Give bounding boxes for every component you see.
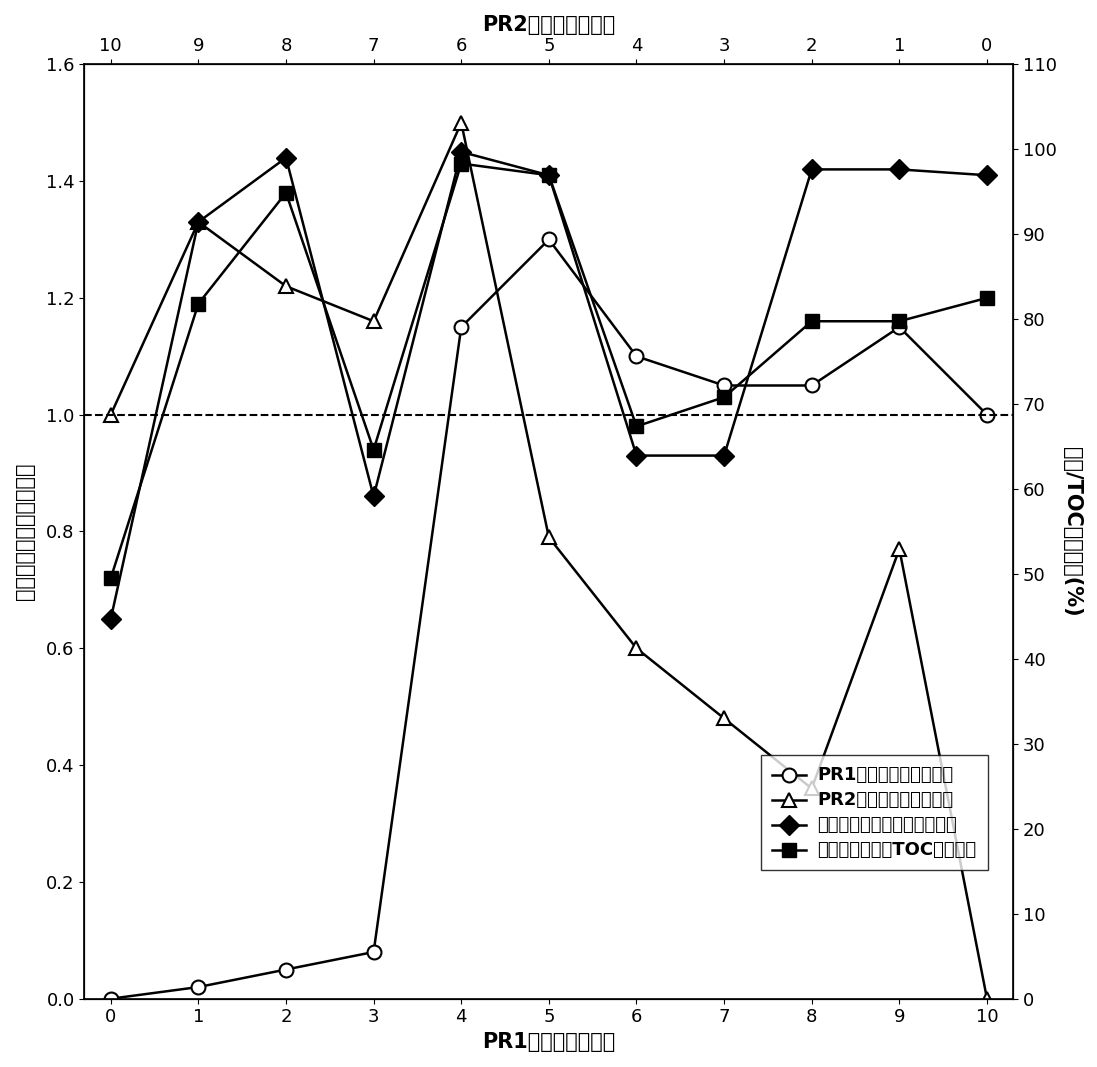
PR1的相对菌落形成单位: [630, 350, 643, 363]
PR1的相对菌落形成单位: [192, 981, 205, 993]
二元复合菌群对TOC的降解率: [192, 298, 205, 310]
Y-axis label: 苯酚/TOC的降解率(%): 苯酚/TOC的降解率(%): [1062, 447, 1082, 617]
PR1的相对菌落形成单位: [981, 409, 994, 421]
二元复合菌群对苯酚的降解率: [630, 449, 643, 462]
PR1的相对菌落形成单位: [104, 992, 117, 1005]
二元复合菌群对TOC的降解率: [104, 572, 117, 585]
PR2的相对菌落形成单位: [280, 280, 293, 292]
二元复合菌群对TOC的降解率: [717, 391, 731, 403]
PR1的相对菌落形成单位: [367, 945, 381, 958]
二元复合菌群对苯酚的降解率: [893, 163, 906, 176]
二元复合菌群对苯酚的降解率: [981, 169, 994, 181]
二元复合菌群对TOC的降解率: [454, 157, 467, 170]
Line: PR1的相对菌落形成单位: PR1的相对菌落形成单位: [104, 233, 994, 1006]
二元复合菌群对TOC的降解率: [805, 315, 818, 328]
二元复合菌群对TOC的降解率: [893, 315, 906, 328]
Legend: PR1的相对菌落形成单位, PR2的相对菌落形成单位, 二元复合菌群对苯酚的降解率, 二元复合菌群对TOC的降解率: PR1的相对菌落形成单位, PR2的相对菌落形成单位, 二元复合菌群对苯酚的降解…: [760, 755, 987, 871]
Y-axis label: 菌株的相对菌落形成单位: 菌株的相对菌落形成单位: [15, 463, 35, 601]
Line: PR2的相对菌落形成单位: PR2的相对菌落形成单位: [104, 115, 994, 1006]
二元复合菌群对TOC的降解率: [542, 169, 555, 181]
PR2的相对菌落形成单位: [454, 116, 467, 129]
二元复合菌群对TOC的降解率: [630, 420, 643, 433]
PR1的相对菌落形成单位: [280, 964, 293, 976]
PR2的相对菌落形成单位: [717, 712, 731, 724]
二元复合菌群对TOC的降解率: [280, 187, 293, 200]
PR2的相对菌落形成单位: [981, 992, 994, 1005]
二元复合菌群对苯酚的降解率: [542, 169, 555, 181]
PR1的相对菌落形成单位: [893, 321, 906, 334]
X-axis label: PR1的初始接种比例: PR1的初始接种比例: [483, 1032, 615, 1052]
二元复合菌群对苯酚的降解率: [104, 612, 117, 625]
二元复合菌群对苯酚的降解率: [192, 216, 205, 228]
PR2的相对菌落形成单位: [104, 409, 117, 421]
Line: 二元复合菌群对TOC的降解率: 二元复合菌群对TOC的降解率: [104, 157, 994, 585]
二元复合菌群对TOC的降解率: [367, 443, 381, 456]
Line: 二元复合菌群对苯酚的降解率: 二元复合菌群对苯酚的降解率: [104, 145, 994, 626]
PR1的相对菌落形成单位: [542, 233, 555, 245]
PR2的相对菌落形成单位: [367, 315, 381, 328]
二元复合菌群对苯酚的降解率: [367, 490, 381, 503]
PR2的相对菌落形成单位: [542, 531, 555, 544]
PR2的相对菌落形成单位: [805, 782, 818, 795]
X-axis label: PR2的初始接种比例: PR2的初始接种比例: [483, 15, 615, 35]
二元复合菌群对TOC的降解率: [981, 291, 994, 304]
PR2的相对菌落形成单位: [893, 543, 906, 556]
PR1的相对菌落形成单位: [454, 321, 467, 334]
二元复合菌群对苯酚的降解率: [805, 163, 818, 176]
PR2的相对菌落形成单位: [192, 216, 205, 228]
二元复合菌群对苯酚的降解率: [280, 152, 293, 164]
二元复合菌群对苯酚的降解率: [454, 145, 467, 158]
PR1的相对菌落形成单位: [717, 379, 731, 392]
二元复合菌群对苯酚的降解率: [717, 449, 731, 462]
PR2的相对菌落形成单位: [630, 642, 643, 655]
PR1的相对菌落形成单位: [805, 379, 818, 392]
